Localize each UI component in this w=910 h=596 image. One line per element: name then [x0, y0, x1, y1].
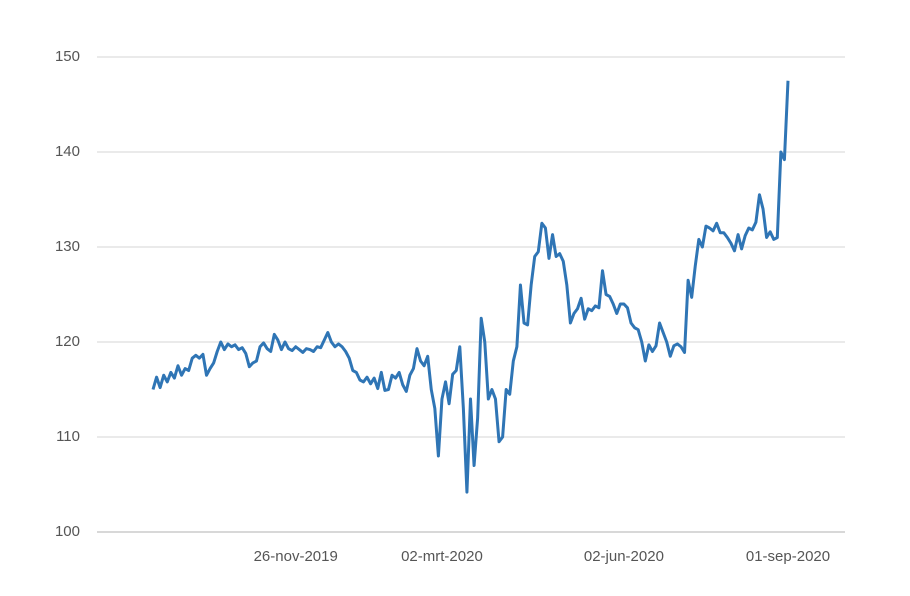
y-tick-label: 120	[55, 333, 80, 350]
line	[151, 80, 790, 494]
y-tick-label: 140	[55, 143, 80, 160]
y-tick-label: 110	[56, 428, 80, 445]
x-tick-label: 26-nov-2019	[254, 548, 338, 565]
y-tick-label: 150	[55, 48, 80, 65]
x-tick-label: 02-mrt-2020	[401, 548, 483, 565]
y-tick-label: 130	[55, 238, 80, 255]
y-tick-label: 100	[55, 523, 80, 540]
x-tick-label: 01-sep-2020	[746, 548, 830, 565]
x-tick-label: 02-jun-2020	[584, 548, 664, 565]
